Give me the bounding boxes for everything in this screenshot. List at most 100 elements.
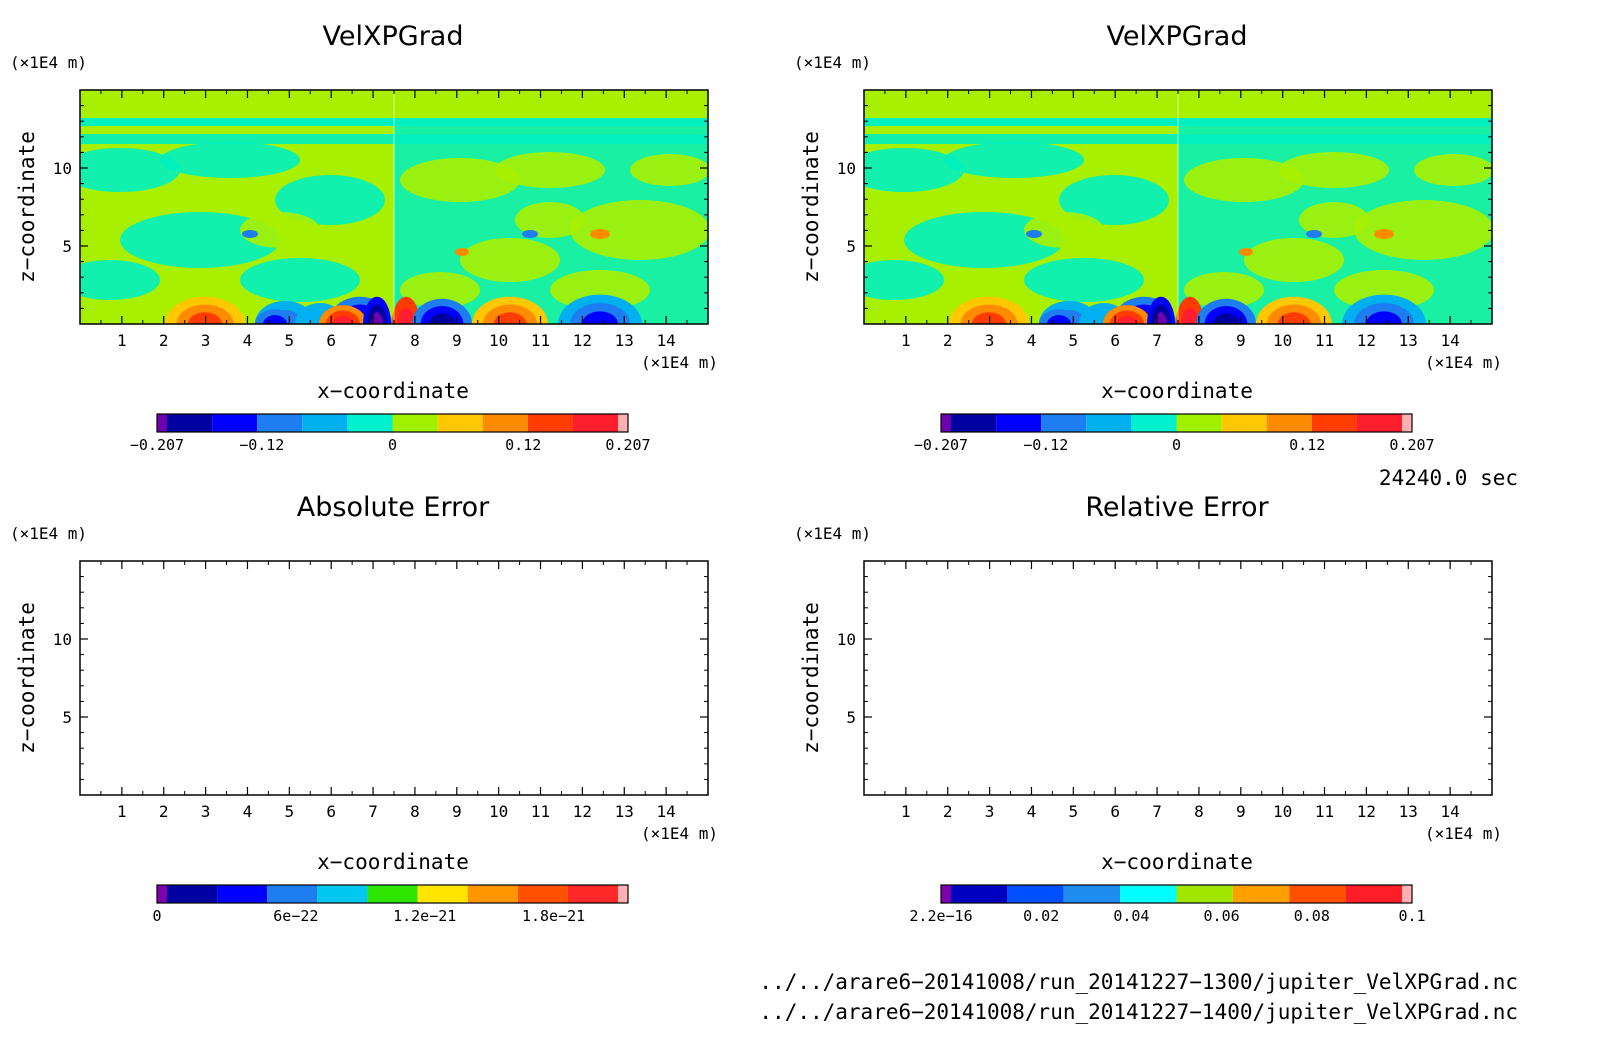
x-tick-label: 10 xyxy=(489,802,508,821)
field-blob xyxy=(630,154,708,186)
field-blob xyxy=(400,158,520,202)
colorbar-label: 0.04 xyxy=(1113,907,1149,925)
x-tick-label: 13 xyxy=(1399,802,1418,821)
colorbar-swatch xyxy=(996,414,1042,432)
chart-title: Absolute Error xyxy=(297,492,490,523)
colorbar-swatch xyxy=(517,885,568,903)
x-tick-label: 10 xyxy=(1273,802,1292,821)
field-blob xyxy=(1024,258,1144,302)
field-cell xyxy=(1277,312,1311,324)
colorbar-swatch xyxy=(1120,885,1177,903)
colorbar-label: 0.12 xyxy=(1289,436,1325,454)
field-blob xyxy=(1354,200,1492,260)
colorbar-label: 0.1 xyxy=(1398,907,1425,925)
x-tick-label: 3 xyxy=(201,802,211,821)
colorbar-swatch xyxy=(392,414,438,432)
x-tick-label: 1 xyxy=(901,331,911,350)
x-tick-label: 6 xyxy=(326,331,336,350)
field-cell xyxy=(1116,315,1138,324)
x-tick-label: 2 xyxy=(159,331,169,350)
x-tick-label: 3 xyxy=(985,331,995,350)
colorbar-frame xyxy=(156,413,629,433)
colorbar-label: 0.08 xyxy=(1294,907,1330,925)
field-blob xyxy=(400,272,480,308)
x-axis-label: x−coordinate xyxy=(1101,379,1253,403)
x-tick-label: 9 xyxy=(452,802,462,821)
field-spot xyxy=(522,230,538,238)
x-tick-label: 6 xyxy=(1110,802,1120,821)
colorbar-label: −0.207 xyxy=(914,436,968,454)
x-tick-label: 10 xyxy=(489,331,508,350)
y-unit-label: (×1E4 m) xyxy=(10,53,87,72)
colorbar-swatch xyxy=(367,885,418,903)
colorbar-frame xyxy=(940,884,1413,904)
field-blob xyxy=(1414,154,1492,186)
field-blob xyxy=(160,142,300,178)
x-tick-label: 9 xyxy=(1236,331,1246,350)
field-cell xyxy=(493,312,527,324)
colorbar-swatch xyxy=(1131,414,1177,432)
colorbar: 2.2e−16 0.02 0.04 0.06 0.08 0.1 xyxy=(909,884,1426,925)
field-blob xyxy=(944,142,1084,178)
colorbar-swatch xyxy=(1289,885,1346,903)
x-tick-label: 9 xyxy=(1236,802,1246,821)
y-tick-label: 5 xyxy=(62,708,72,727)
x-tick-label: 8 xyxy=(1194,331,1204,350)
colorbar-swatch xyxy=(417,885,468,903)
x-axis-label: x−coordinate xyxy=(1101,850,1253,874)
colorbar-swatch xyxy=(157,414,167,432)
y-axis-label: z−coordinate xyxy=(799,602,823,754)
file-path-1: ../../arare6−20141008/run_20141227−1300/… xyxy=(759,970,1518,994)
colorbar-swatch xyxy=(1176,885,1233,903)
x-tick-label: 4 xyxy=(1027,331,1037,350)
field-blob xyxy=(1244,238,1344,282)
field-spot xyxy=(1306,230,1322,238)
x-tick-label: 8 xyxy=(410,331,420,350)
colorbar-swatch xyxy=(482,414,528,432)
colorbar: −0.207 −0.12 0 0.12 0.207 xyxy=(914,413,1435,454)
x-tick-label: 13 xyxy=(1399,331,1418,350)
x-tick-label: 7 xyxy=(368,331,378,350)
field-cell xyxy=(1366,311,1402,324)
colorbar-swatch xyxy=(618,414,628,432)
y-tick-label: 10 xyxy=(53,630,72,649)
colorbar-label: 0.12 xyxy=(505,436,541,454)
colorbar-swatch xyxy=(212,414,258,432)
plot-frame xyxy=(79,560,709,796)
field-blob xyxy=(120,212,280,268)
x-tick-label: 14 xyxy=(657,802,676,821)
field-blob xyxy=(460,238,560,282)
x-tick-label: 12 xyxy=(1357,802,1376,821)
x-unit-label: (×1E4 m) xyxy=(641,824,718,843)
colorbar-swatch xyxy=(1311,414,1357,432)
colorbar-swatch xyxy=(1176,414,1222,432)
y-tick-label: 10 xyxy=(837,630,856,649)
field-cell xyxy=(263,315,287,324)
colorbar-label: 0 xyxy=(1172,436,1181,454)
y-axis-label: z−coordinate xyxy=(799,131,823,283)
chart-title: VelXPGrad xyxy=(323,21,464,52)
field-blob xyxy=(240,258,360,302)
x-tick-label: 7 xyxy=(368,802,378,821)
field-cell xyxy=(1181,307,1199,324)
file-path-2: ../../arare6−20141008/run_20141227−1400/… xyxy=(759,1000,1518,1024)
plot-frame xyxy=(863,560,1493,796)
field-0 xyxy=(80,90,708,324)
x-tick-label: 13 xyxy=(615,802,634,821)
time-label: 24240.0 sec xyxy=(1378,466,1518,490)
colorbar-swatch xyxy=(527,414,573,432)
x-tick-label: 3 xyxy=(985,802,995,821)
colorbar-swatch xyxy=(1402,414,1412,432)
field-cell xyxy=(371,312,383,324)
field-blob xyxy=(495,152,605,188)
colorbar-label: 0 xyxy=(388,436,397,454)
y-unit-label: (×1E4 m) xyxy=(794,53,871,72)
x-tick-label: 14 xyxy=(657,331,676,350)
x-tick-label: 5 xyxy=(1069,331,1079,350)
x-tick-label: 7 xyxy=(1152,802,1162,821)
x-tick-label: 10 xyxy=(1273,331,1292,350)
y-tick-label: 5 xyxy=(846,708,856,727)
x-axis-label: x−coordinate xyxy=(317,379,469,403)
colorbar-label: 1.2e−21 xyxy=(393,907,456,925)
colorbar-label: 2.2e−16 xyxy=(909,907,972,925)
